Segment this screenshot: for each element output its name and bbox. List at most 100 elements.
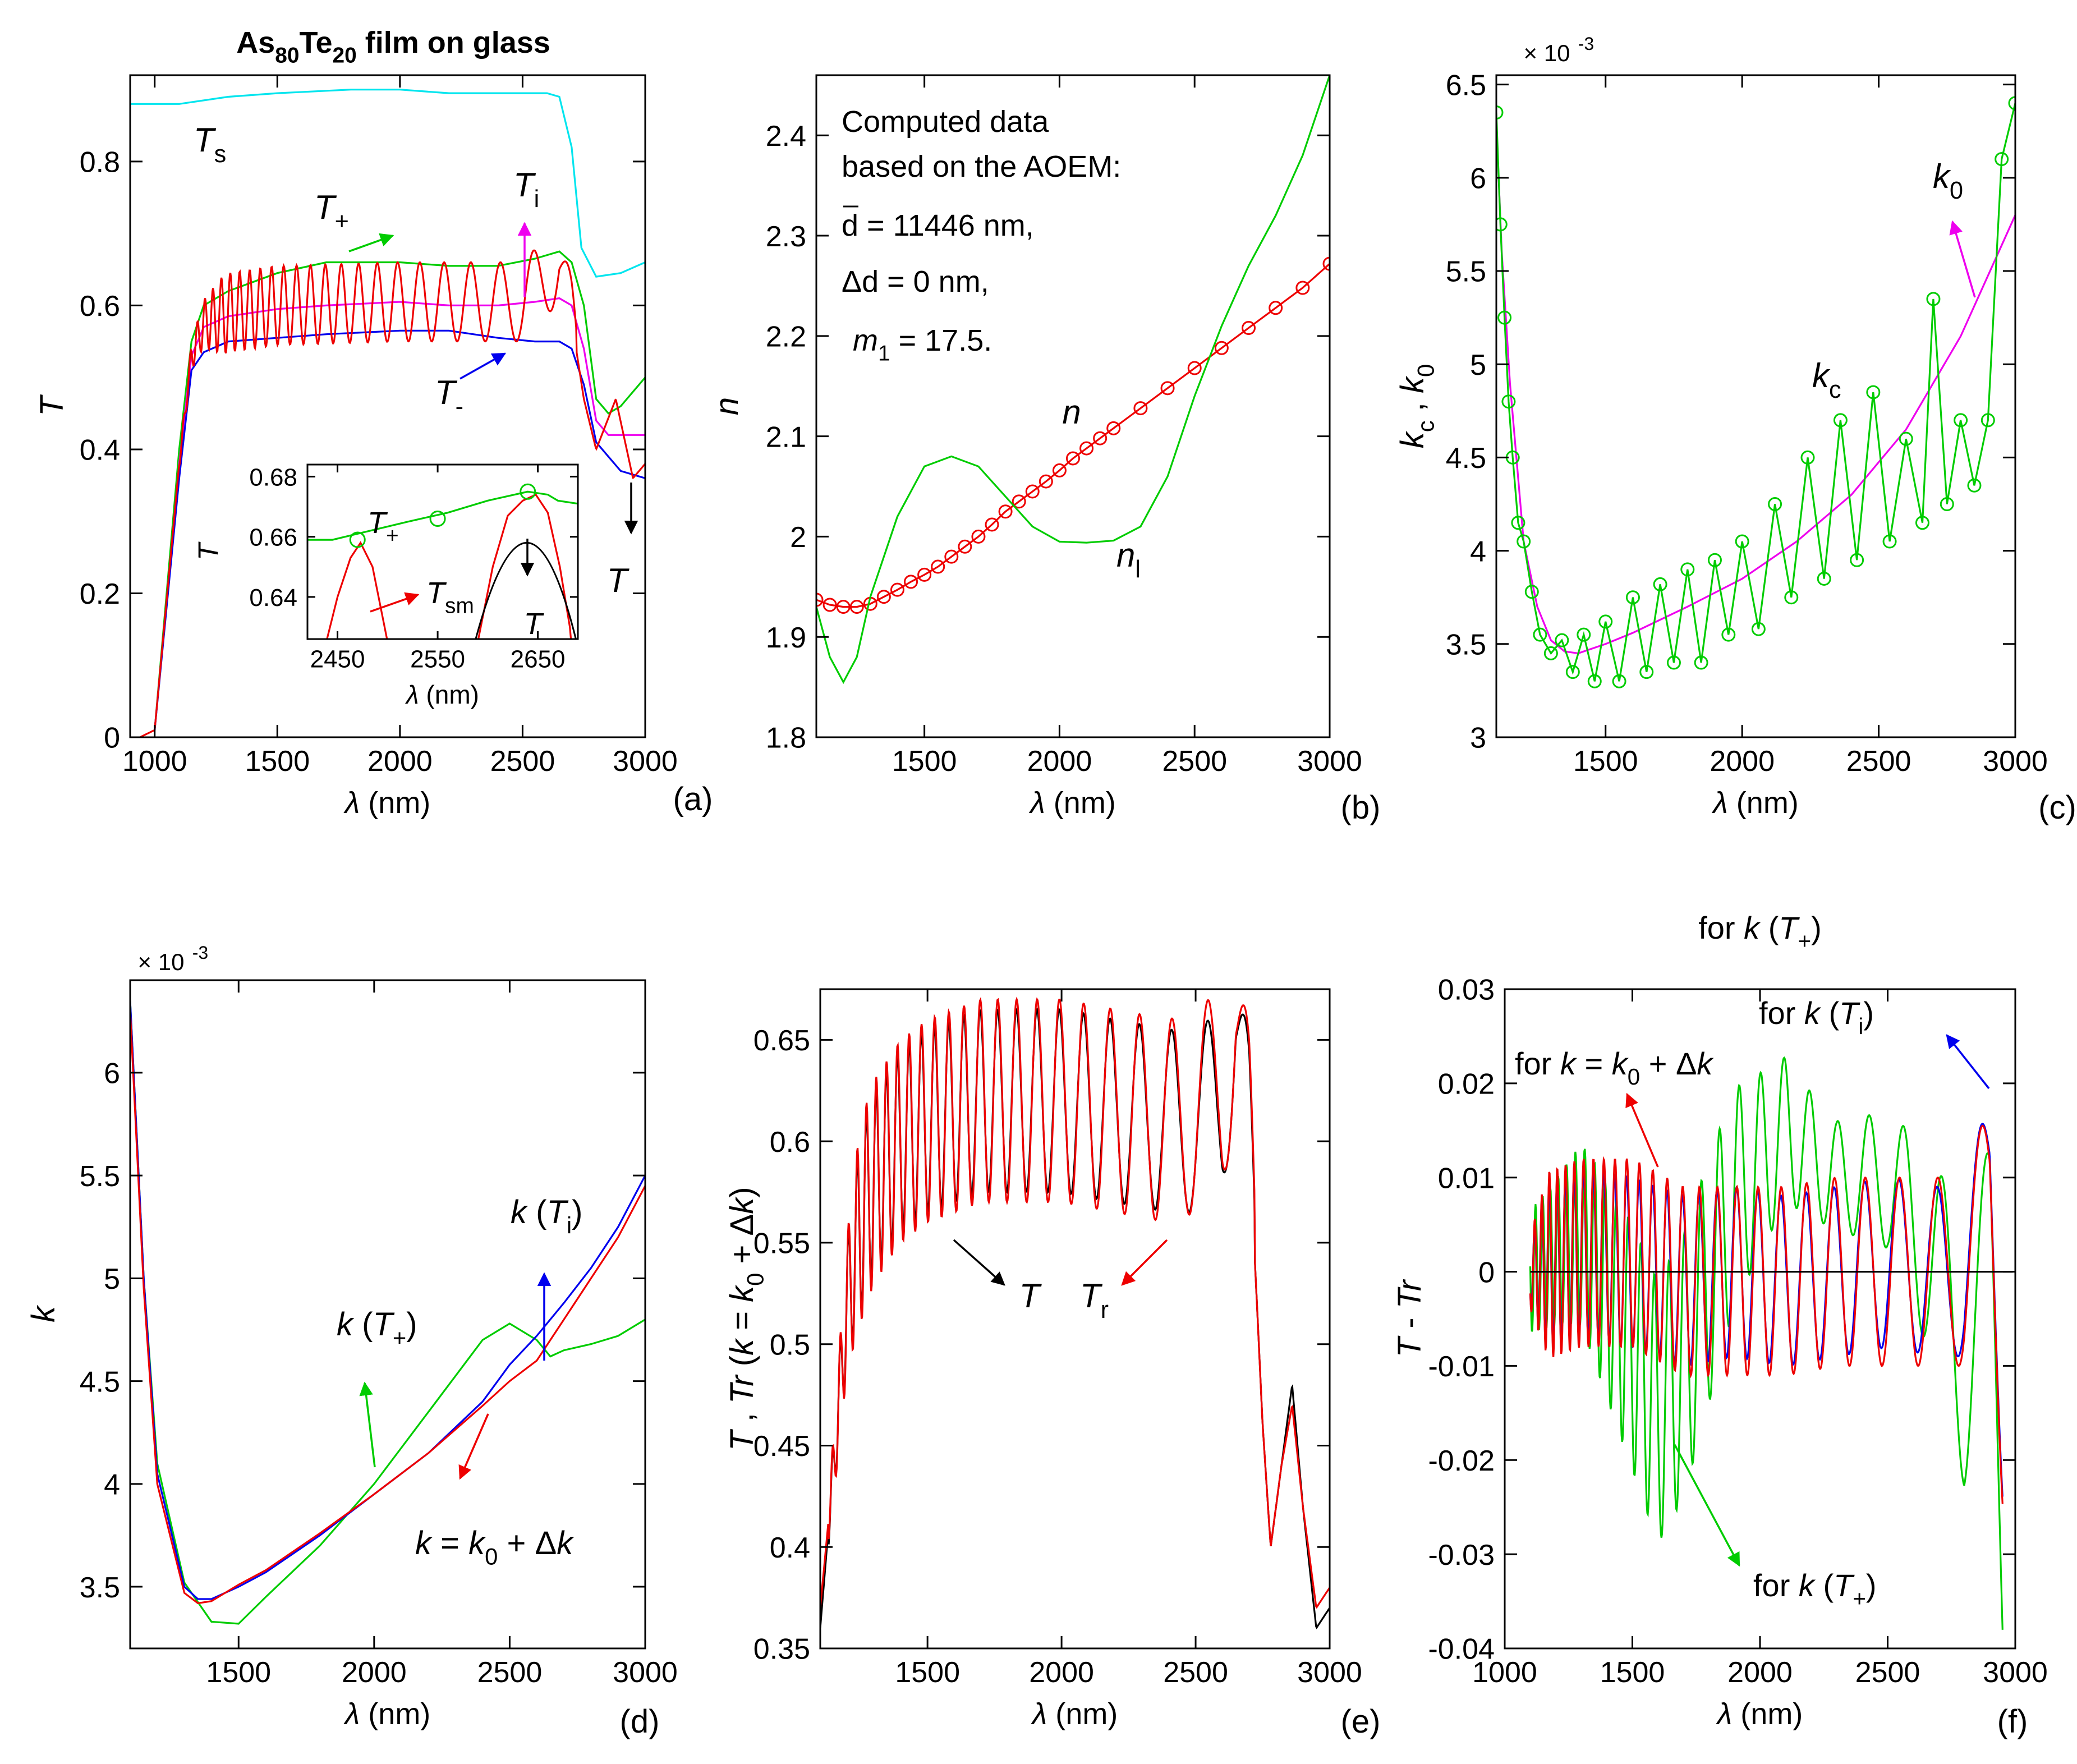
plot-frame [1495,74,2016,738]
text-span: k [1394,375,1431,393]
y-tick-label: 0.4 [80,434,120,467]
y-axis-label: T - Tr [1391,1279,1428,1357]
series-line-n1 [816,75,1330,685]
x-tick-label: 2000 [1029,1656,1094,1689]
y-tick-label: 5.5 [80,1160,120,1193]
y-tick-label: 0 [104,722,120,755]
data-point-marker [1214,341,1229,355]
textbox-line: based on the AOEM: [842,150,1121,183]
panel-a-inset-chart: 2450 2550 2650 0.64 0.66 0.68 λ (nm) T [192,463,579,709]
annotation-for-k-Tplus: for k (T+) [1753,1568,1877,1611]
text-span: T [426,576,447,610]
series-line-k0 [1496,122,2015,655]
data-point-marker [1052,463,1067,477]
annotation-arrow [370,592,420,613]
x-tick-label: 2650 [511,646,566,673]
x-axis-label: λ (nm) [343,786,431,820]
text-span: = 17.5. [890,324,992,357]
data-point-marker [1954,413,1968,428]
panel-f-chart: 1000 1500 2000 2500 3000-0.04-0.03-0.02-0.01… [1391,910,2048,1740]
data-point-marker [1269,301,1283,315]
y-tick-label: 3.5 [1446,629,1486,662]
panel-a-chart: 1000 1500 2000 2500 3000 0 0.2 0.4 0.6 0.8 λ (nm) T… [34,26,713,820]
text-span: λ [1031,1697,1047,1731]
y-tick-label: 3.5 [80,1572,120,1604]
data-point-marker [1555,633,1569,647]
x-tick-label: 3000 [1983,745,2048,778]
x-tick-label: 3000 [1297,745,1362,778]
data-point-marker [931,559,945,574]
data-point-marker [1915,516,1929,530]
y-tick-label: 0.6 [770,1126,810,1159]
x-tick-label: 2500 [1846,745,1911,778]
data-point-marker [1899,431,1913,446]
plot-frame [129,979,646,1650]
text-span: for [1698,910,1744,945]
series-line-kc [1496,103,2015,682]
panel-letter: (c) [2038,789,2076,826]
y-tick-label: 4.5 [80,1366,120,1398]
y-scale-exponent: -3 [192,943,208,963]
data-point-marker [849,600,864,614]
text-span: ( [1759,910,1779,945]
text-span: λ [343,1697,360,1731]
y-tick-label: 6.5 [1446,69,1486,102]
data-point-marker [1079,441,1094,456]
x-axis-label: λ (nm) [343,1697,431,1731]
text-span: ( [1814,1568,1834,1603]
text-span: Tr [1391,1279,1428,1308]
text-span: k [468,1525,486,1561]
data-point-marker [1533,627,1547,642]
y-tick-label: 4 [104,1469,120,1501]
text-span: + [393,1325,406,1351]
text-span: ) [1863,995,1874,1031]
x-tick-label: 1500 [892,745,957,778]
text-span: = [724,1302,760,1339]
data-point-marker [1721,627,1736,642]
y-tick-label: -0.04 [1428,1633,1495,1666]
annotation-T: T [1019,1277,1042,1315]
inset-annotation-T-plus: T+ [367,506,399,548]
data-point-marker [836,600,851,614]
text-span: (nm) [360,1697,430,1731]
x-tick-label: 2500 [1855,1656,1920,1689]
data-point-marker [1025,484,1040,499]
data-point-marker [822,598,837,612]
y-tick-label: 5 [104,1263,120,1296]
annotation-kc: kc [1812,357,1841,403]
data-point-marker [971,529,986,544]
data-point-marker [1833,413,1848,428]
x-tick-label: 3000 [1983,1656,2048,1689]
annotation-T-plus: T+ [314,189,349,235]
y-axis-label: n [709,397,745,415]
data-point-marker [1707,553,1722,567]
data-point-marker [1751,622,1766,636]
annotation-arrow [458,1413,489,1480]
panel-b-chart: 1500 2000 2500 3000 1.8 1.9 2 2.1 2.2 2.3 2.4 λ (nm… [709,74,1380,826]
data-point-marker [1625,590,1640,605]
text-span: c [1829,376,1841,403]
x-tick-label: 3000 [613,745,678,778]
data-point-marker [1800,450,1815,465]
inset-background [307,465,578,639]
inset-x-axis-label: λ (nm) [405,680,479,709]
y-tick-label: 0.65 [753,1025,810,1057]
text-span: , [1394,393,1431,420]
plot-frame [819,988,1331,1650]
tangent-point-marker [349,531,366,548]
data-point-marker [1543,646,1558,660]
data-point-marker [1639,665,1654,679]
text-span: film on glass [357,26,550,59]
text-span: l [1135,556,1141,583]
series-line-k-Ti- [130,1000,645,1600]
text-span: T [513,166,536,204]
text-span: for [1753,1568,1799,1603]
annotation-arrow [953,1239,1005,1286]
text-span: T [314,189,337,226]
text-span: 0 [1950,177,1963,204]
y-tick-label: 6 [1470,163,1486,195]
y-tick-label: 2.1 [766,421,806,453]
panel-letter: (f) [1997,1703,2028,1740]
annotation-n: n [1062,393,1081,431]
